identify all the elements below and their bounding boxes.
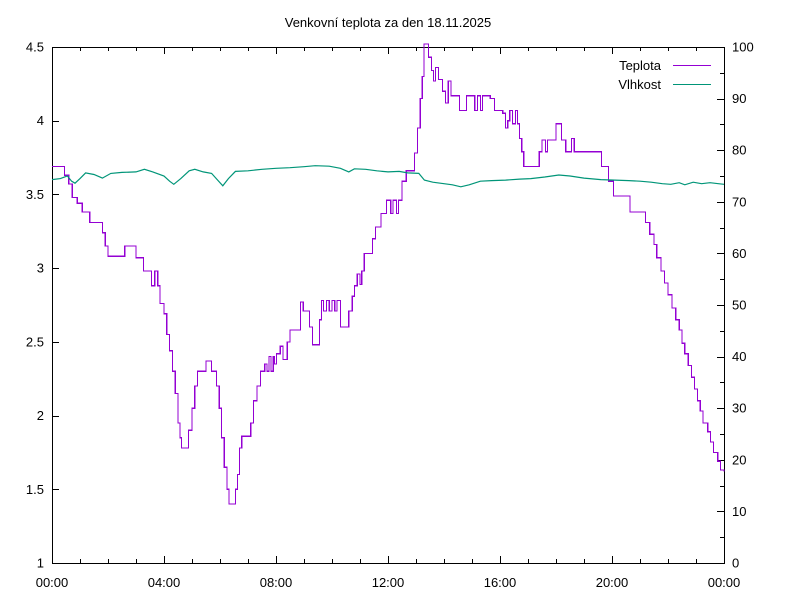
y-right-tick-label: 90	[732, 91, 746, 106]
x-tick-label: 20:00	[596, 575, 629, 590]
plot-frame	[52, 47, 725, 564]
legend-label-teplota: Teplota	[619, 58, 661, 73]
y-right-tick-label: 70	[732, 194, 746, 209]
y-left-tick-label: 2	[37, 408, 44, 423]
y-right-tick-label: 50	[732, 298, 746, 313]
y-right-tick-label: 100	[732, 40, 754, 55]
y-left-tick-label: 3.5	[26, 187, 44, 202]
y-right-tick-label: 80	[732, 143, 746, 158]
vlhkost-line	[51, 165, 725, 188]
legend-label-vlhkost: Vlhkost	[618, 77, 661, 92]
series-vlhkost	[51, 165, 725, 188]
teplota-line-swatch	[673, 64, 711, 67]
x-tick-label: 08:00	[260, 575, 293, 590]
x-tick-label: 00:00	[36, 575, 69, 590]
x-tick-label: 00:00	[708, 575, 741, 590]
x-axis: 00:00 04:00 08:00 12:00 16:00 20:00 00:00	[36, 47, 741, 590]
chart-title: Venkovní teplota za den 18.11.2025	[284, 15, 492, 30]
y-axis-right: 0 10 20 30 40 50 60 70 80 90 100	[717, 40, 754, 571]
vlhkost-line-swatch	[673, 83, 711, 86]
y-right-tick-label: 40	[732, 349, 746, 364]
y-left-tick-label: 1	[37, 556, 44, 571]
y-right-tick-label: 0	[732, 556, 739, 571]
y-left-tick-label: 2.5	[26, 334, 44, 349]
y-left-tick-label: 4.5	[26, 40, 44, 55]
legend-item-vlhkost: Vlhkost	[618, 75, 711, 94]
y-left-tick-label: 3	[37, 261, 44, 276]
y-right-tick-label: 30	[732, 401, 746, 416]
legend-item-teplota: Teplota	[618, 56, 711, 75]
x-tick-label: 04:00	[148, 575, 181, 590]
y-left-tick-label: 1.5	[26, 482, 44, 497]
series-teplota	[52, 43, 725, 505]
y-right-tick-label: 10	[732, 504, 746, 519]
x-tick-label: 12:00	[372, 575, 405, 590]
teplota-line	[52, 43, 725, 505]
y-right-tick-label: 60	[732, 246, 746, 261]
y-left-tick-label: 4	[37, 113, 44, 128]
chart-legend: Teplota Vlhkost	[618, 56, 711, 94]
y-axis-left: 1 1.5 2 2.5 3 3.5 4 4.5	[26, 40, 59, 571]
x-tick-label: 16:00	[484, 575, 517, 590]
y-right-tick-label: 20	[732, 452, 746, 467]
